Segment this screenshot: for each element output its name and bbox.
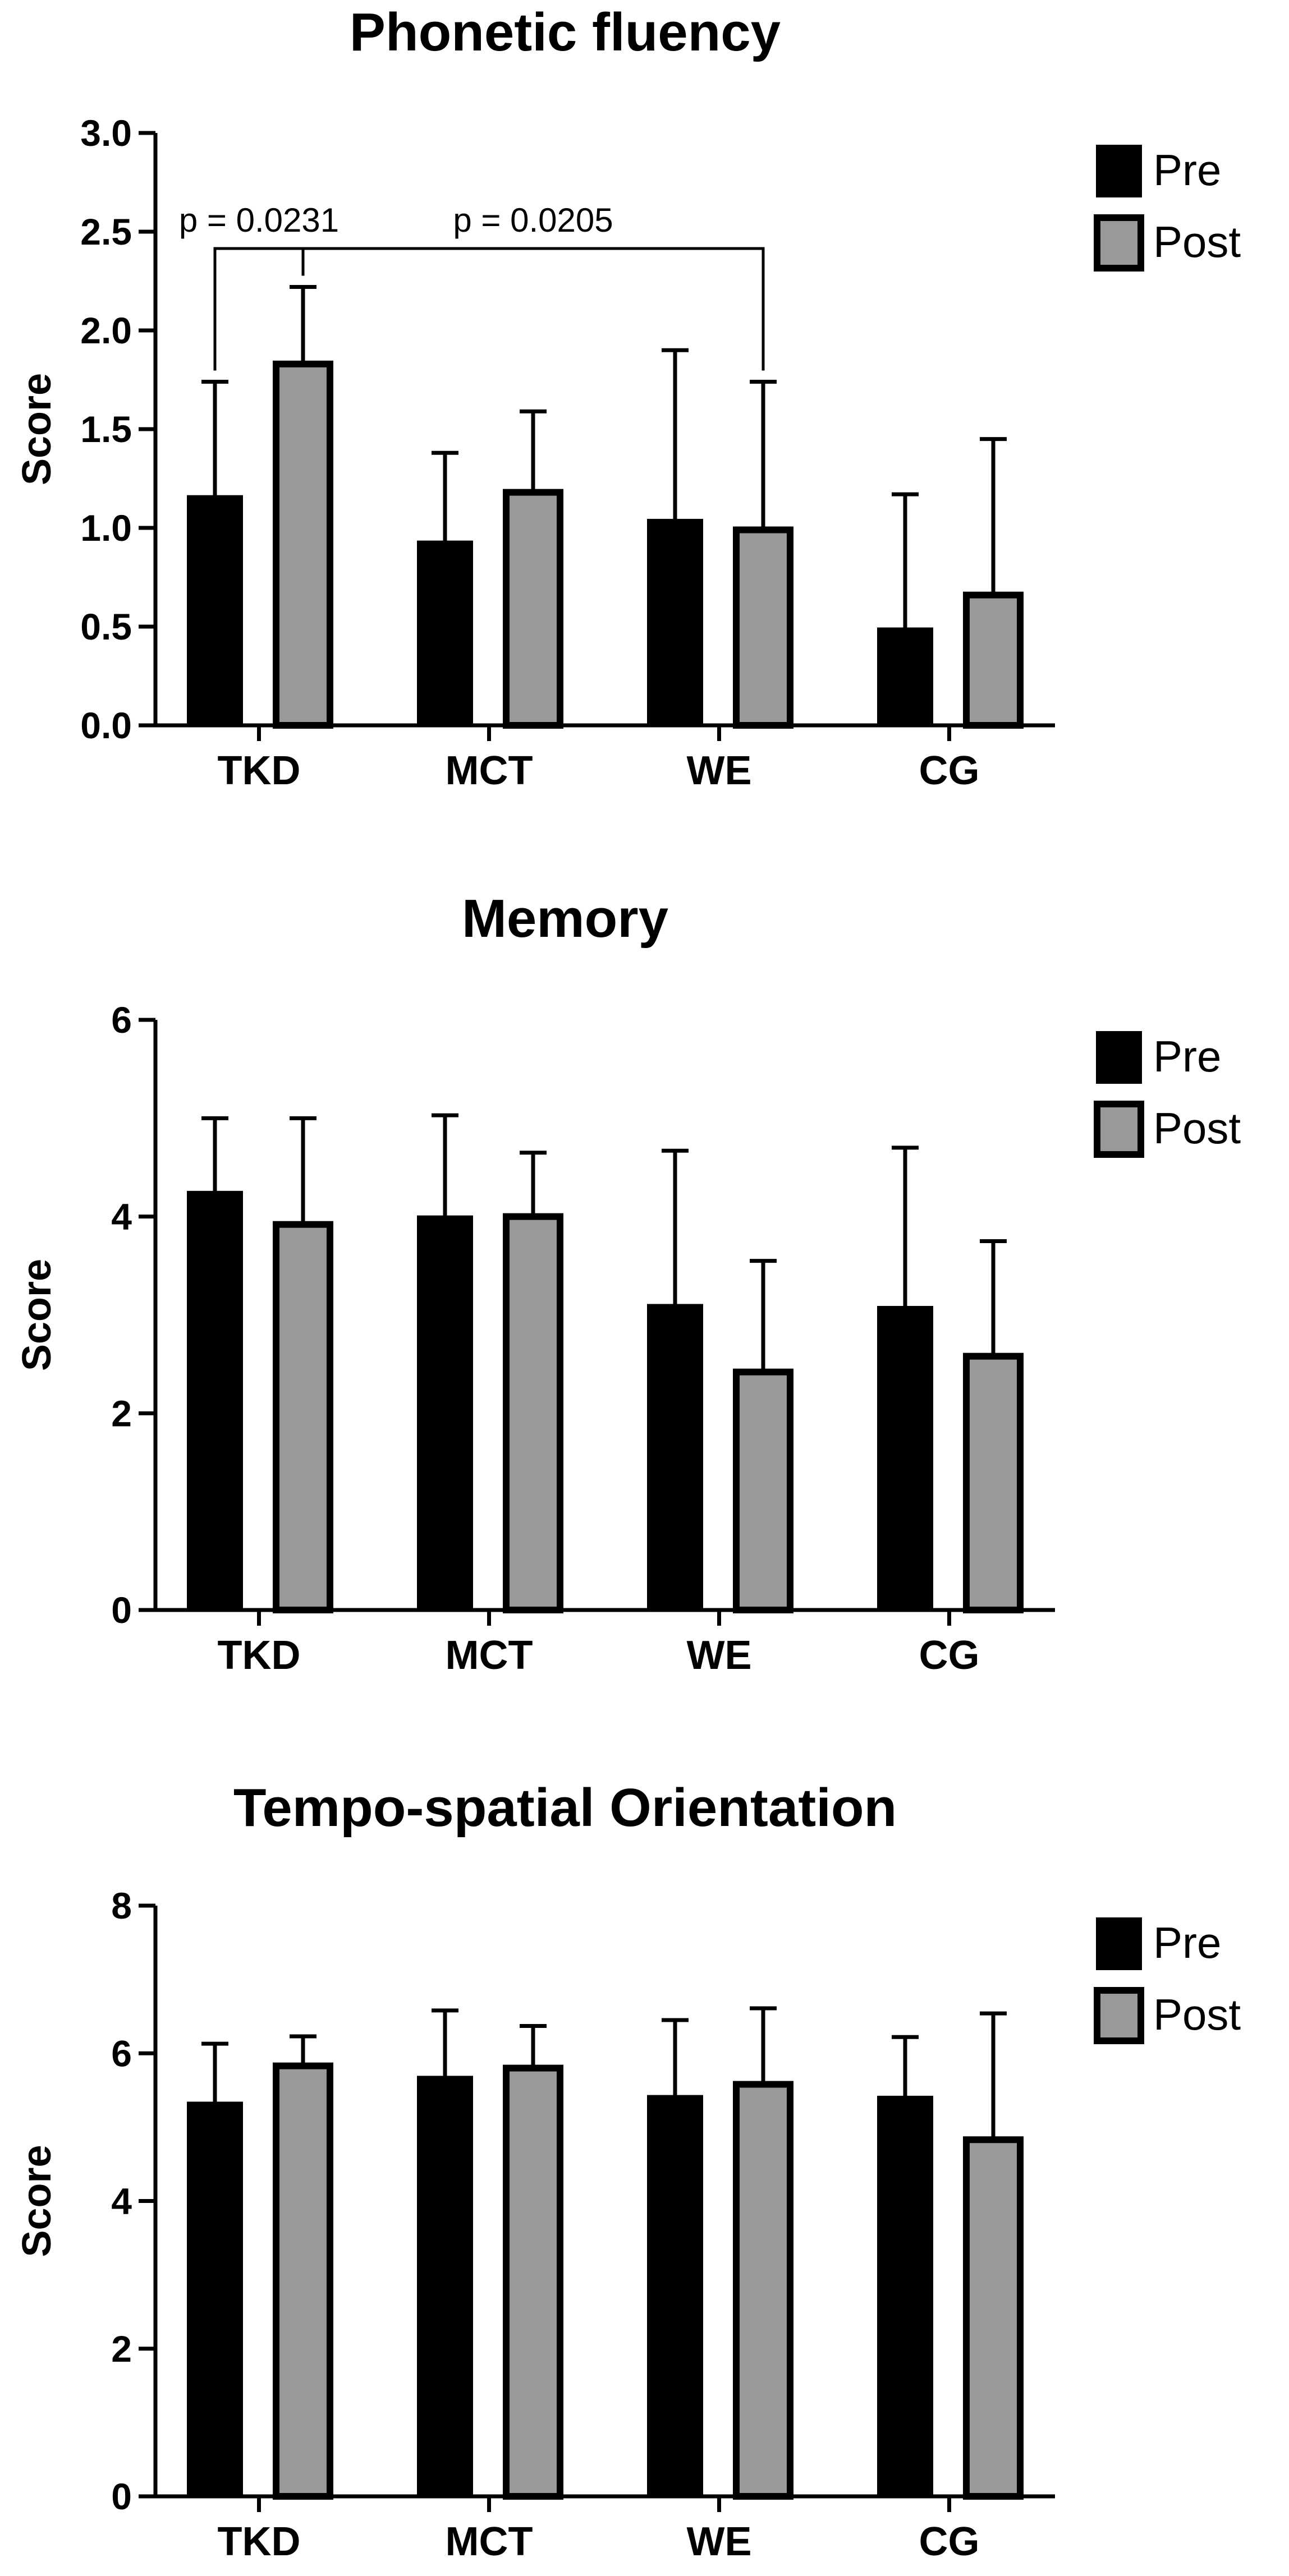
- significance-bracket: [213, 247, 305, 371]
- significance-bracket: [301, 247, 765, 371]
- legend-label-pre: Pre: [1153, 145, 1221, 195]
- bar-post-cg: [963, 591, 1024, 729]
- x-tick-label-tkd: TKD: [218, 2519, 301, 2564]
- y-tick-label: 4: [111, 1196, 132, 1238]
- legend-label-post: Post: [1153, 1990, 1241, 2039]
- bar-pre-we: [647, 518, 703, 726]
- x-tick-label-mct: MCT: [446, 2519, 533, 2564]
- x-tick-label-we: WE: [687, 748, 752, 793]
- bar-post-mct: [503, 1213, 563, 1614]
- p-value-label: p = 0.0231: [179, 201, 339, 239]
- bar-pre-tkd: [187, 1190, 243, 1611]
- y-tick-label: 2: [111, 1392, 132, 1434]
- legend-label-post: Post: [1153, 1103, 1241, 1153]
- y-tick-label: 2.0: [80, 310, 132, 351]
- chart-panel-2: Memory Score 0 2 4 6 TKD MCT WE CG Pre Post: [15, 889, 1241, 1678]
- y-tick-label: 6: [111, 2032, 132, 2074]
- bar-pre-mct: [417, 2076, 473, 2498]
- bar-post-we: [733, 1368, 793, 1614]
- legend-swatch-pre: [1096, 1917, 1142, 1970]
- bar-post-cg: [963, 2136, 1024, 2500]
- chart-title: Memory: [462, 889, 668, 949]
- bar-post-we: [733, 526, 793, 729]
- legend-swatch-post: [1094, 214, 1144, 272]
- chart-title: Tempo-spatial Orientation: [233, 1778, 897, 1838]
- y-axis-label: Score: [15, 373, 59, 485]
- legend-swatch-post: [1094, 1987, 1144, 2044]
- y-tick-label: 1.5: [80, 408, 132, 450]
- x-tick-label-we: WE: [687, 1633, 752, 1678]
- y-tick-label: 8: [111, 1885, 132, 1926]
- x-tick-label-tkd: TKD: [218, 1633, 301, 1678]
- bar-pre-mct: [417, 1215, 473, 1612]
- legend-label-pre: Pre: [1153, 1032, 1221, 1081]
- x-tick-label-we: WE: [687, 2519, 752, 2564]
- y-tick-label: 0.0: [80, 705, 132, 746]
- legend-swatch-pre: [1096, 145, 1142, 197]
- bar-pre-tkd: [187, 495, 243, 726]
- bar-post-mct: [503, 2064, 563, 2500]
- bar-post-cg: [963, 1353, 1024, 1613]
- y-tick-label: 1.0: [80, 507, 132, 549]
- bar-pre-mct: [417, 540, 473, 726]
- y-tick-label: 0: [111, 2476, 132, 2517]
- chart-panel-1: Phonetic fluency Score 0.0 0.5 1.0 1.5 2.0 2.5 3…: [15, 2, 1241, 793]
- y-axis-label: Score: [15, 1259, 59, 1371]
- bar-post-tkd: [273, 360, 333, 729]
- legend-label-pre: Pre: [1153, 1918, 1221, 1967]
- bar-pre-cg: [877, 627, 933, 727]
- y-tick-label: 4: [111, 2181, 132, 2222]
- legend-swatch-post: [1094, 1101, 1144, 1158]
- x-tick-label-cg: CG: [919, 748, 980, 793]
- x-tick-label-mct: MCT: [446, 748, 533, 793]
- legend-swatch-pre: [1096, 1031, 1142, 1084]
- y-tick-label: 2: [111, 2328, 132, 2370]
- p-value-label: p = 0.0205: [453, 201, 613, 239]
- x-tick-label-cg: CG: [919, 2519, 980, 2564]
- bar-post-tkd: [273, 1221, 333, 1613]
- y-tick-label: 0: [111, 1589, 132, 1631]
- x-tick-label-mct: MCT: [446, 1633, 533, 1678]
- chart-panel-3: Tempo-spatial Orientation Score 0 2 4 6 8 TKD MC…: [15, 1778, 1241, 2564]
- y-tick-label: 2.5: [80, 211, 132, 252]
- y-tick-label: 0.5: [80, 606, 132, 647]
- y-tick-label: 3.0: [80, 112, 132, 154]
- bar-pre-we: [647, 2095, 703, 2497]
- bar-post-mct: [503, 489, 563, 729]
- bar-post-tkd: [273, 2062, 333, 2500]
- y-tick-label: 6: [111, 999, 132, 1041]
- bar-pre-tkd: [187, 2101, 243, 2497]
- legend-label-post: Post: [1153, 217, 1241, 266]
- x-tick-label-tkd: TKD: [218, 748, 301, 793]
- bar-pre-cg: [877, 1305, 933, 1612]
- y-axis-label: Score: [15, 2145, 59, 2257]
- x-tick-label-cg: CG: [919, 1633, 980, 1678]
- chart-title: Phonetic fluency: [350, 2, 781, 62]
- bar-pre-cg: [877, 2095, 933, 2497]
- bar-post-we: [733, 2081, 793, 2500]
- bar-pre-we: [647, 1304, 703, 1611]
